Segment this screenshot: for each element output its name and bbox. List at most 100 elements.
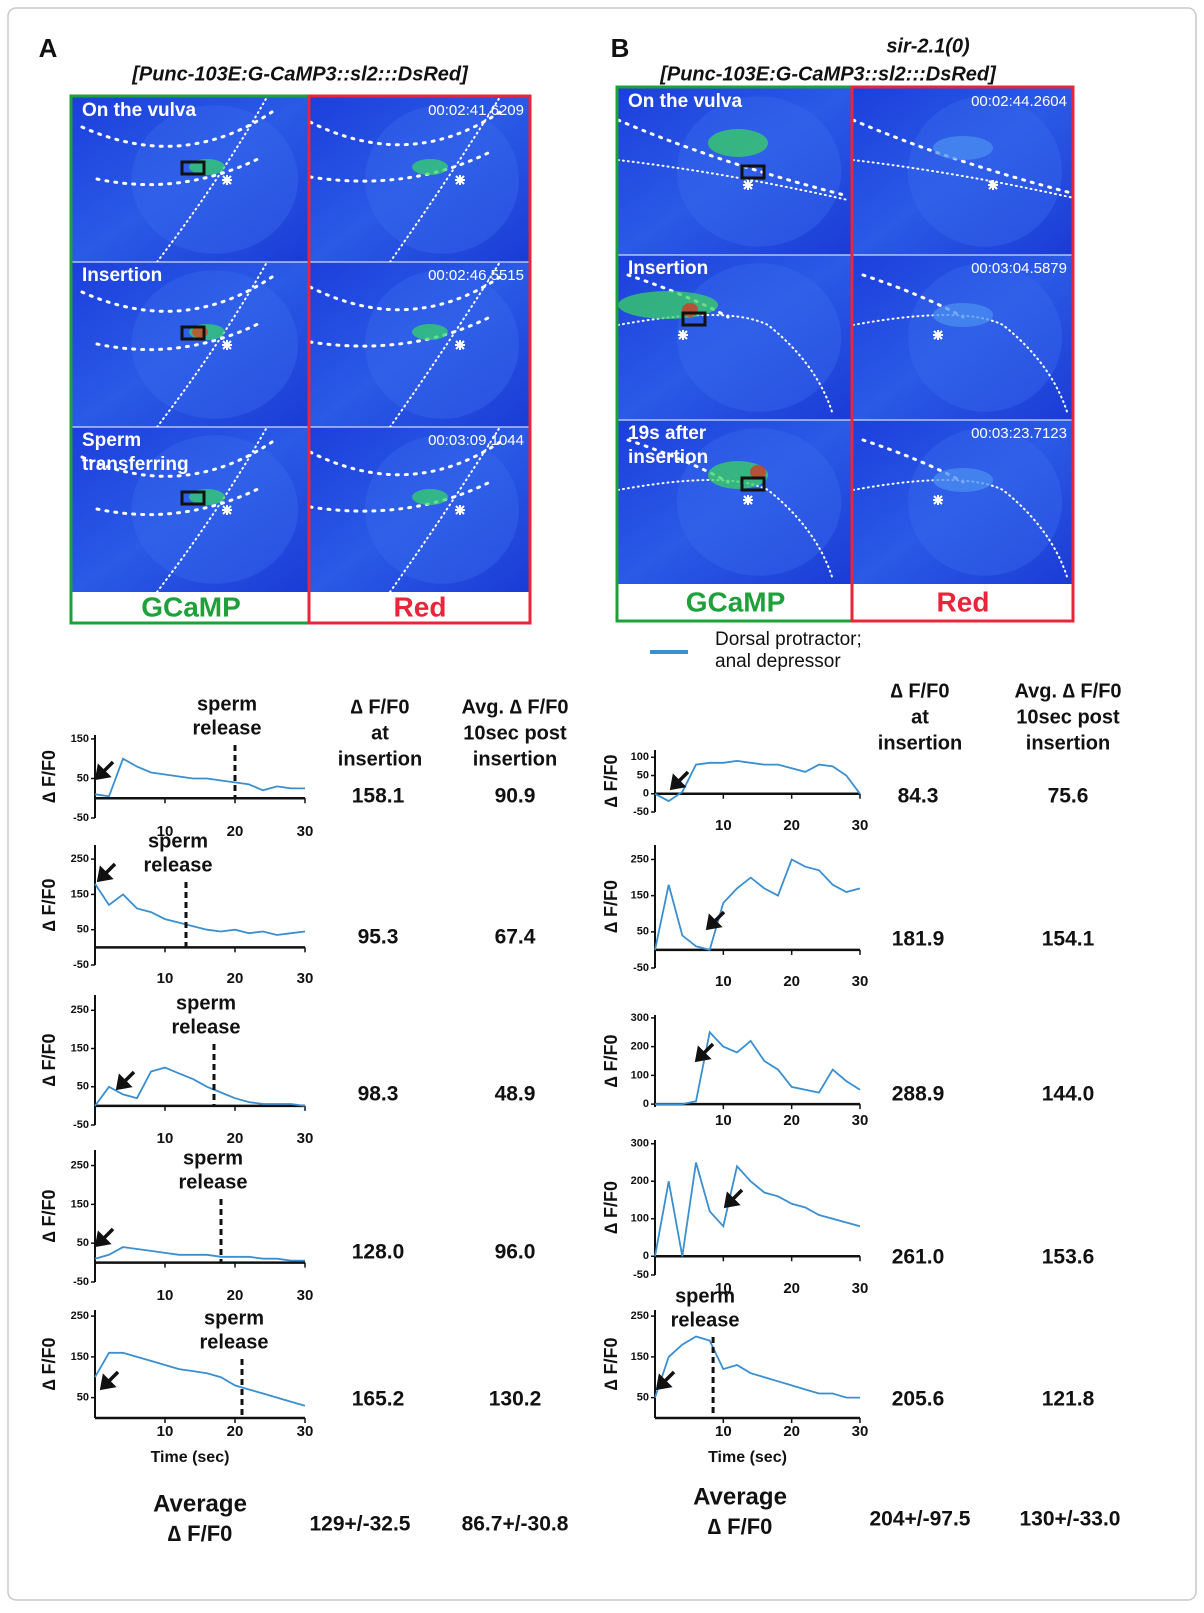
y-tick-label: 50	[637, 926, 649, 938]
tissue	[908, 263, 1062, 412]
column-header: at	[371, 722, 389, 744]
x-tick-label: 20	[227, 1423, 244, 1440]
column-header: 10sec post	[463, 722, 567, 744]
trace-line	[94, 883, 306, 936]
value-at-insertion: 84.3	[898, 785, 939, 808]
x-tick-label: 30	[297, 823, 314, 840]
dotted-outline	[308, 315, 492, 348]
roi-box	[180, 490, 206, 506]
x-tick-label: 10	[715, 817, 732, 834]
value-at-insertion: 158.1	[352, 785, 405, 808]
average-label: ∆ F/F0	[708, 1514, 773, 1539]
column-header: ∆ F/F0	[351, 696, 410, 718]
y-tick-label: -50	[633, 1269, 649, 1281]
timestamp: 00:03:04.5879	[971, 260, 1067, 277]
y-axis-label: ∆ F/F0	[39, 878, 59, 931]
legend-label: anal depressor	[715, 651, 841, 672]
image-bg	[853, 255, 1073, 420]
channel-frame	[850, 85, 1075, 623]
channel-band	[853, 584, 1073, 620]
frame	[7, 7, 1197, 1601]
y-tick-label: 250	[71, 853, 89, 865]
roi-box	[180, 325, 206, 341]
x-tick-label: 10	[157, 823, 174, 840]
image-label: transferring	[82, 454, 189, 475]
x-tick-label: 20	[783, 1280, 800, 1297]
y-axis-label: ∆ F/F0	[601, 1337, 621, 1390]
timestamp: 00:03:09.1044	[428, 432, 524, 449]
x-tick-label: 30	[852, 1280, 869, 1297]
y-tick-label: 0	[643, 788, 649, 800]
value-at-insertion: 128.0	[352, 1241, 405, 1264]
y-tick-label: 50	[77, 1237, 89, 1249]
asterisk	[933, 330, 943, 340]
y-axis-label: ∆ F/F0	[39, 1033, 59, 1086]
value-at-insertion: 288.9	[892, 1083, 945, 1106]
insertion-arrow	[669, 770, 690, 791]
construct: [Punc-103E:G-CaMP3::sl2:::DsRed]	[659, 63, 997, 85]
trace-line	[94, 757, 305, 798]
value-at-insertion: 95.3	[358, 926, 399, 949]
value-avg-post: 96.0	[495, 1241, 536, 1264]
x-tick-label: 20	[227, 1287, 244, 1304]
y-tick-label: 150	[631, 1351, 649, 1363]
y-tick-label: 50	[77, 1081, 89, 1093]
y-tick-label: 150	[71, 733, 89, 745]
sperm-release-label: sperm	[183, 1147, 243, 1169]
sperm-release-label: release	[144, 854, 213, 876]
asterisk	[455, 340, 465, 350]
y-axis-label: ∆ F/F0	[39, 1337, 59, 1390]
y-tick-label: 250	[71, 1310, 89, 1322]
image-label: Insertion	[628, 258, 708, 279]
column-header: insertion	[1026, 732, 1110, 754]
dotted-outline	[95, 485, 264, 517]
x-tick-label: 10	[157, 1130, 174, 1147]
column-header: Avg. ∆ F/F0	[1014, 680, 1121, 702]
y-tick-label: 50	[77, 924, 89, 936]
sperm-release-label: sperm	[204, 1307, 264, 1329]
image-label: 19s after	[628, 423, 707, 444]
signal	[412, 159, 448, 175]
dotted-outline	[389, 426, 501, 593]
image-bg	[618, 255, 853, 420]
dotted-outline	[156, 426, 268, 593]
y-tick-label: 150	[71, 888, 89, 900]
y-tick-label: 200	[631, 1175, 649, 1187]
dotted-outline	[852, 314, 1069, 416]
y-tick-label: -50	[633, 806, 649, 818]
channel-band	[618, 584, 853, 620]
x-tick-label: 30	[297, 1287, 314, 1304]
y-tick-label: 100	[631, 1069, 649, 1081]
column-header: ∆ F/F0	[891, 680, 950, 702]
image-bg	[853, 420, 1073, 584]
image-label: insertion	[628, 447, 708, 468]
panel-letter: A	[39, 33, 58, 63]
channel-label: GCaMP	[686, 586, 786, 617]
value-avg-post: 121.8	[1042, 1388, 1095, 1411]
sperm-release-label: sperm	[176, 992, 236, 1014]
y-tick-label: 50	[77, 1392, 89, 1404]
insertion-arrow	[99, 1370, 120, 1391]
y-tick-label: 50	[637, 769, 649, 781]
y-tick-label: 100	[631, 1213, 649, 1225]
image-cell: 00:02:46.5515	[308, 261, 530, 428]
y-axis-label: ∆ F/F0	[39, 1189, 59, 1242]
image-cell: 00:03:04.5879	[852, 254, 1073, 420]
image-label: On the vulva	[628, 91, 742, 112]
y-tick-label: 150	[71, 1198, 89, 1210]
x-tick-label: 10	[715, 1423, 732, 1440]
tissue	[908, 96, 1062, 247]
insertion-arrow	[94, 760, 115, 781]
trace-line	[654, 858, 861, 951]
y-tick-label: 150	[71, 1042, 89, 1054]
image-bg	[72, 427, 310, 592]
sperm-release-label: release	[671, 1309, 740, 1331]
dotted-outline	[389, 96, 501, 263]
image-cell: Insertion	[617, 254, 853, 420]
dotted-outline	[851, 118, 1085, 198]
trace-line	[654, 1335, 860, 1399]
asterisk	[455, 175, 465, 185]
signal	[933, 468, 993, 492]
insertion-arrow	[705, 910, 726, 931]
